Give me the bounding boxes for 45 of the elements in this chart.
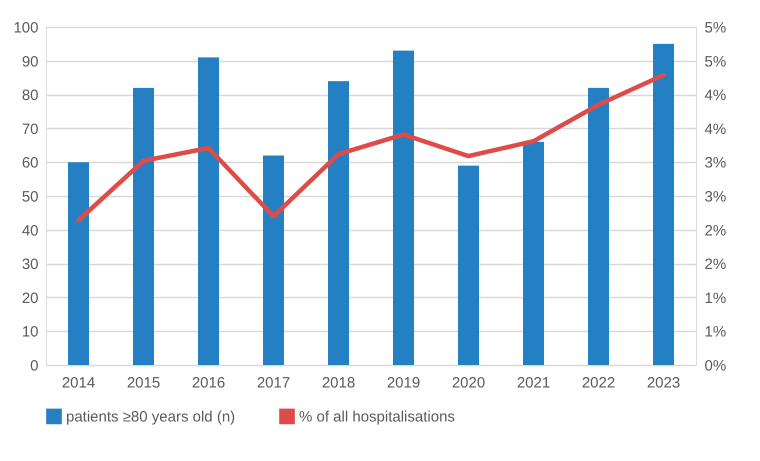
bar: [198, 57, 219, 365]
y-tick-label: 0: [30, 358, 38, 374]
bar: [133, 88, 154, 365]
y-tick-label: 100: [13, 20, 38, 36]
legend-label: patients ≥80 years old (n): [66, 408, 236, 426]
y-tick-label: 40: [22, 222, 38, 240]
y-tick-label: 50: [22, 188, 38, 206]
y2-tick-label: 5%: [704, 53, 726, 70]
line-series: [76, 72, 666, 223]
bar: [523, 142, 544, 365]
legend-label: % of all hospitalisations: [299, 408, 455, 426]
y2-tick-label: 4%: [704, 120, 726, 138]
bar: [588, 88, 609, 365]
y-tick-label: 10: [22, 324, 38, 341]
y-tick-label: 70: [22, 120, 38, 138]
bar: [458, 166, 479, 365]
y2-tick-label: 4%: [704, 87, 726, 104]
x-tick-label: 2014: [62, 374, 96, 392]
y2-tick-label: 1%: [704, 290, 726, 307]
y-tick-label: 20: [22, 290, 38, 307]
y2-tick-label: 2%: [704, 222, 726, 240]
x-tick-label: 2020: [452, 374, 486, 392]
x-tick-label: 2019: [386, 374, 420, 392]
y2-tick-label: 0%: [704, 358, 726, 374]
y2-tick-label: 1%: [704, 324, 726, 341]
x-tick-label: 2017: [256, 374, 290, 392]
y2-tick-label: 5%: [704, 20, 726, 36]
y-tick-label: 30: [22, 256, 38, 274]
y-tick-label: 80: [22, 87, 38, 104]
y-tick-label: 90: [22, 53, 38, 70]
x-tick-label: 2021: [516, 374, 550, 392]
y2-tick-label: 2%: [704, 256, 726, 274]
x-tick-label: 2023: [646, 374, 680, 392]
bar: [393, 50, 414, 365]
x-tick-label: 2018: [322, 374, 356, 392]
x-tick-label: 2016: [192, 374, 226, 392]
x-tick-label: 2015: [126, 374, 160, 392]
y-tick-label: 60: [22, 154, 38, 172]
y2-tick-label: 3%: [704, 154, 726, 172]
x-tick-label: 2022: [582, 374, 616, 392]
bar: [263, 155, 284, 365]
bar: [653, 44, 674, 365]
bar: [68, 162, 89, 365]
bar: [328, 81, 349, 365]
y2-tick-label: 3%: [704, 188, 726, 206]
